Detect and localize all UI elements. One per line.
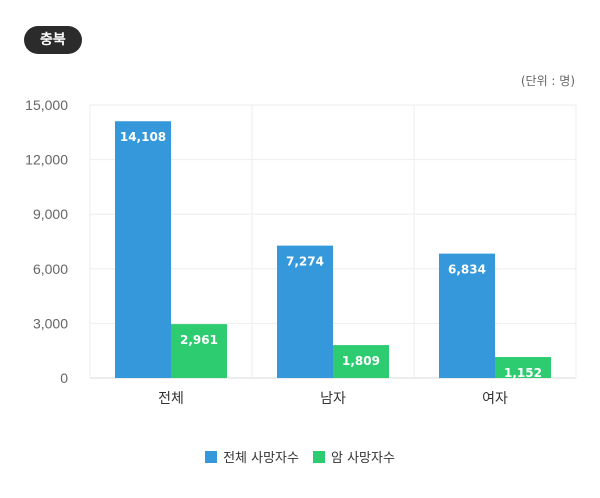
region-badge: 충북 <box>24 26 82 54</box>
bar-chart: 0 3,000 6,000 9,000 12,000 15,000 14,108 2,961 전… <box>25 97 577 407</box>
legend-swatch-total <box>205 450 218 463</box>
bar-total <box>115 121 171 378</box>
bar-value-label: 1,809 <box>342 354 380 368</box>
legend-label-cancer: 암 사망자수 <box>330 451 395 466</box>
x-category-label: 여자 <box>482 391 508 407</box>
bar-cancer <box>495 357 551 378</box>
y-tick-label: 3,000 <box>33 315 68 331</box>
legend: 전체 사망자수 암 사망자수 <box>0 447 600 466</box>
y-tick-label: 15,000 <box>25 97 68 113</box>
bar-value-label: 1,152 <box>504 366 542 380</box>
y-tick-label: 12,000 <box>25 152 68 168</box>
x-category-label: 남자 <box>320 391 346 407</box>
y-tick-label: 0 <box>60 370 68 386</box>
y-tick-label: 6,000 <box>33 261 68 277</box>
bar-value-label: 2,961 <box>180 333 218 347</box>
bar-total <box>277 245 333 378</box>
bar-total <box>439 253 495 378</box>
legend-item-total: 전체 사망자수 <box>205 447 299 466</box>
y-tick-label: 9,000 <box>33 206 68 222</box>
bar-cancer <box>171 324 227 378</box>
bar-cancer <box>333 345 389 378</box>
legend-item-cancer: 암 사망자수 <box>312 447 395 466</box>
bar-value-label: 7,274 <box>286 255 324 269</box>
x-category-label: 전체 <box>158 391 184 407</box>
bar-value-label: 6,834 <box>448 263 486 277</box>
legend-swatch-cancer <box>312 450 325 463</box>
legend-label-total: 전체 사망자수 <box>223 451 299 466</box>
bar-value-label: 14,108 <box>120 130 166 144</box>
unit-label: (단위 : 명) <box>520 74 575 88</box>
